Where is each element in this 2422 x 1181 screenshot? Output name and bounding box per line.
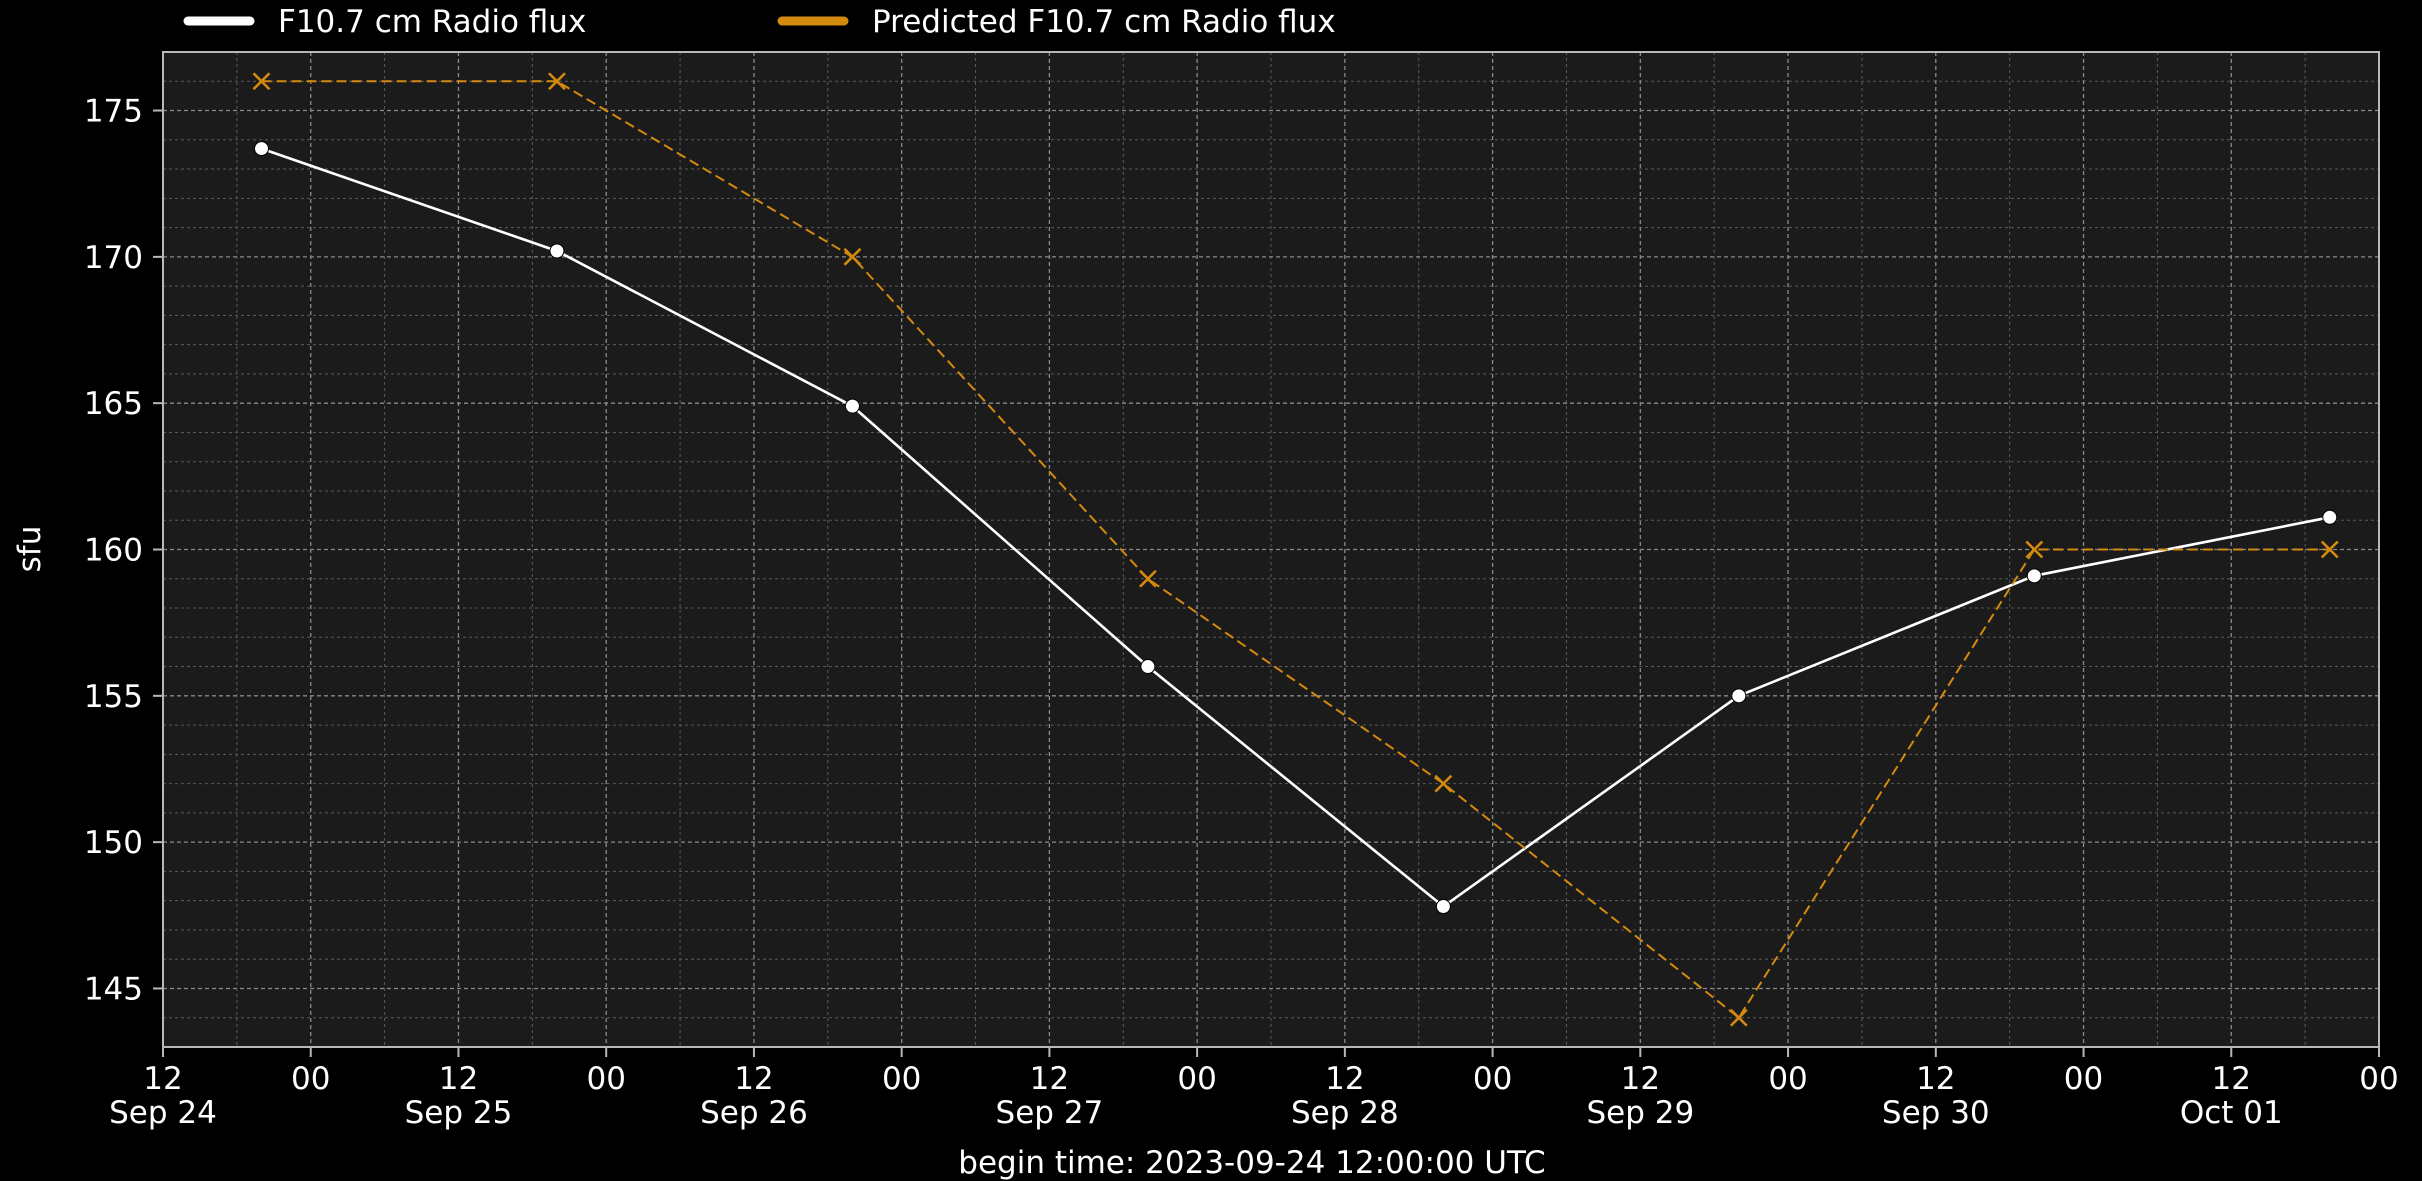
x-tick-label: 12 [2212,1061,2251,1097]
observed-flux-point [1435,899,1451,915]
major-grid [163,52,2379,1047]
x-tick-date-label: Sep 25 [405,1095,513,1131]
x-tick-label: 12 [1916,1061,1955,1097]
predicted-flux-point [1729,1008,1748,1027]
observed-flux-point [1140,659,1156,675]
x-tick-label: 12 [143,1061,182,1097]
predicted-flux-point [1138,569,1157,588]
x-tick-label: 00 [882,1061,921,1097]
observed-flux-point [253,141,269,157]
y-tick-label: 145 [84,971,143,1007]
observed-flux-point [844,398,860,414]
y-axis-label: sfu [12,526,48,573]
x-tick-date-label: Sep 30 [1882,1095,1990,1131]
predicted-flux-line [261,80,2330,1020]
x-tick-label: 12 [1621,1061,1660,1097]
x-tick-label: 00 [2064,1061,2103,1097]
x-tick-label: 12 [734,1061,773,1097]
observed-flux-point [549,243,565,259]
predicted-flux-point [2320,540,2339,559]
x-axis-label: begin time: 2023-09-24 12:00:00 UTC [958,1145,1545,1181]
observed-flux-point [1731,688,1747,704]
y-tick-label: 155 [84,679,143,715]
x-tick-label: 12 [1325,1061,1364,1097]
x-tick-label: 12 [1030,1061,1069,1097]
x-tick-date-label: Sep 28 [1291,1095,1399,1131]
x-tick-label: 00 [1177,1061,1216,1097]
x-tick-date-label: Sep 24 [109,1095,217,1131]
observed-flux-point [2026,568,2042,584]
x-tick-date-label: Sep 26 [700,1095,808,1131]
legend: F10.7 cm Radio flux Predicted F10.7 cm Ra… [183,4,1336,40]
x-tick-label: 00 [1768,1061,1807,1097]
predicted-flux-point [548,72,566,91]
y-tick-label: 150 [84,825,143,861]
predicted-flux-point [2025,540,2044,559]
x-tick-date-label: Sep 29 [1586,1095,1694,1131]
x-tick-date-label: Oct 01 [2180,1095,2283,1131]
observed-flux-point [2322,509,2338,525]
x-tick-label: 00 [586,1061,625,1097]
legend-label: F10.7 cm Radio flux [278,4,586,40]
predicted-flux-point [1434,774,1453,793]
x-tick-date-label: Sep 27 [996,1095,1104,1131]
x-tick-label: 00 [291,1061,330,1097]
x-tick-label: 00 [2359,1061,2398,1097]
y-tick-label: 175 [84,94,143,130]
y-tick-label: 165 [84,386,143,422]
y-axis: 145 150 155 160 165 170 175 [84,94,163,1007]
x-tick-label: 12 [439,1061,478,1097]
legend-label: Predicted F10.7 cm Radio flux [872,4,1336,40]
series-layer [252,72,2339,1027]
observed-flux-line [261,147,2331,909]
predicted-flux-point [843,247,862,266]
y-tick-label: 170 [84,240,143,276]
predicted-flux-point [252,72,271,91]
x-tick-label: 00 [1473,1061,1512,1097]
y-tick-label: 160 [84,533,143,569]
